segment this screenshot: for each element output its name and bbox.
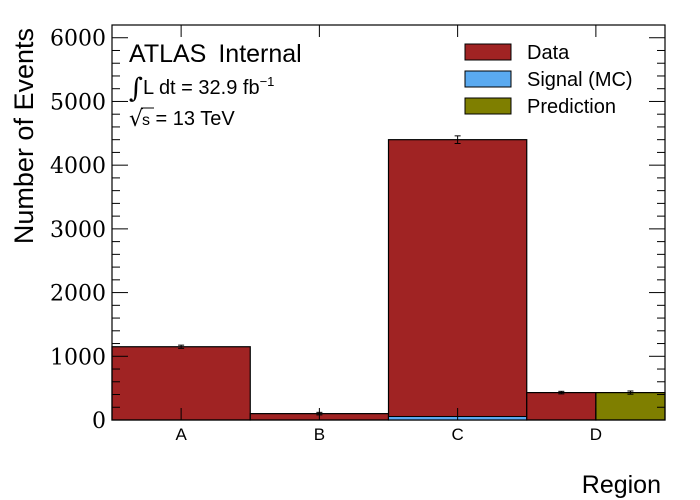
atlas-label: ATLAS Internal [129,40,302,68]
sqrt-symbol: √ [129,107,144,132]
chart-marks [111,135,666,421]
atlas-status: Internal [218,40,301,68]
legend: Data Signal (MC) Prediction [464,42,633,118]
bar-data-A [111,346,251,421]
legend-entry-0: Data [464,42,570,64]
energy-value: = 13 TeV [150,108,235,130]
legend-entry-1: Signal (MC) [464,69,633,91]
y-axis-title: Number of Events [9,28,39,244]
y-tick-label: 3000 [50,218,106,243]
x-tick-label: B [314,425,325,444]
legend-label: Prediction [527,96,616,118]
y-tick-label: 0 [92,409,106,434]
luminosity-exponent: −1 [260,74,275,89]
svg-text:s = 13 TeV: s = 13 TeV [142,108,235,130]
x-axis-title: Region [582,471,661,499]
energy-label: √ s = 13 TeV [129,107,235,132]
legend-swatch [464,43,512,61]
error-bar-data-D [558,390,565,395]
legend-swatch [464,70,512,88]
bar-data-D [526,392,597,421]
bar-data-C [387,139,528,421]
atlas-experiment: ATLAS [129,40,206,68]
y-tick-label: 6000 [50,27,106,52]
legend-swatch [464,97,512,115]
luminosity-text: L dt = 32.9 fb [143,77,260,99]
error-bar-data-A [178,344,185,349]
legend-label: Signal (MC) [527,69,633,91]
luminosity-label: ∫ L dt = 32.9 fb−1 [129,73,274,104]
legend-entry-2: Prediction [464,96,616,118]
error-bar-prediction-D [627,390,634,395]
x-tick-label: C [451,425,463,444]
svg-text:L dt = 32.9 fb−1: L dt = 32.9 fb−1 [143,74,274,99]
bar-prediction-D [595,392,666,421]
chart-axes: 0 1000 2000 3000 4000 5000 6000 A B C D [50,24,666,444]
x-tick-label: D [590,425,602,444]
y-tick-label: 1000 [50,345,106,370]
y-tick-label: 4000 [50,154,106,179]
plot-frame [111,24,666,421]
y-tick-label: 2000 [50,282,106,307]
integral-sign: ∫ [129,73,143,104]
x-tick-label: A [175,425,187,444]
y-tick-label: 5000 [50,90,106,115]
error-bar-data-C [454,135,461,144]
legend-label: Data [527,42,570,64]
energy-arg: s [142,112,150,129]
